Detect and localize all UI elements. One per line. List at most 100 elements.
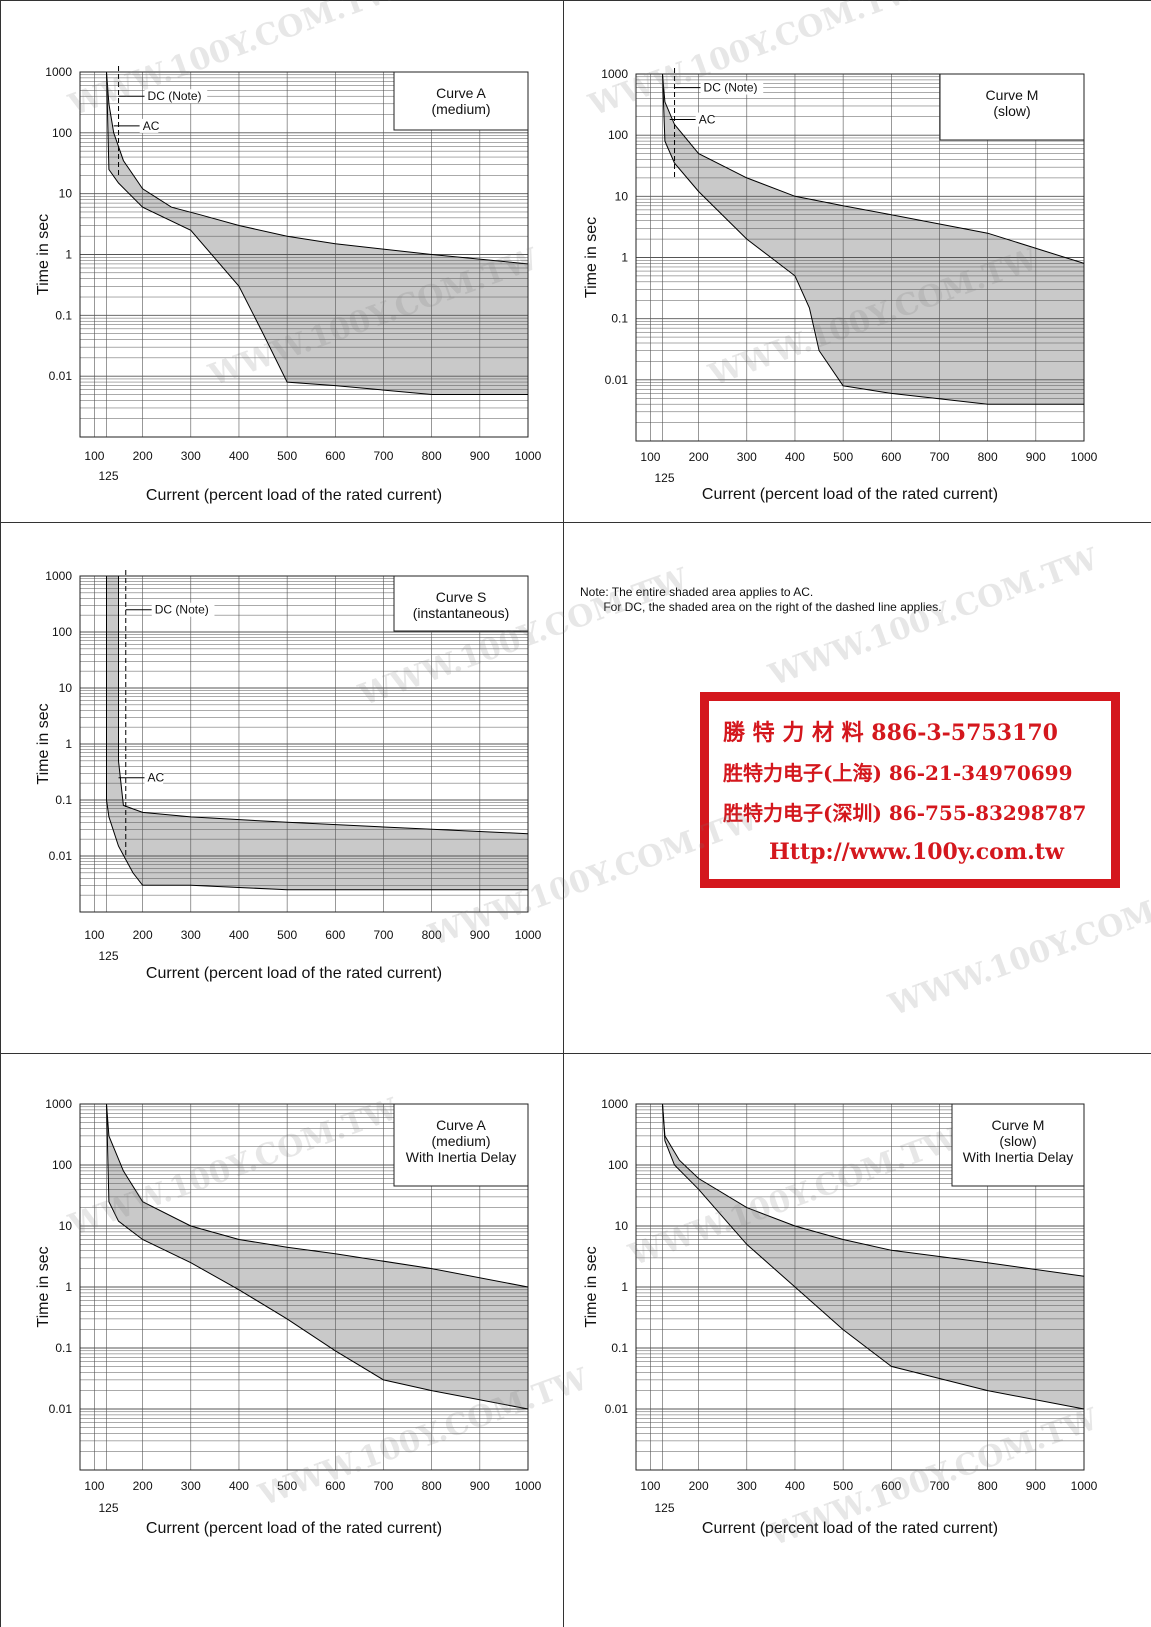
y-axis-label: Time in sec — [35, 1246, 52, 1327]
x-tick-label: 600 — [325, 1479, 345, 1493]
y-tick-label: 0.1 — [55, 793, 72, 807]
x-tick-label: 500 — [833, 450, 853, 464]
curve-title: Curve S — [436, 589, 487, 605]
y-tick-label: 0.01 — [49, 849, 73, 863]
lower-curve-line — [106, 71, 528, 395]
curve-title-box — [393, 71, 529, 131]
outer-border-top — [0, 0, 1151, 1]
x-tick-label: 100 — [640, 450, 660, 464]
x-tick-label: 100 — [640, 1479, 660, 1493]
curve-title: Curve A — [436, 1117, 486, 1133]
x-tick-label: 800 — [422, 928, 442, 942]
y-axis-label: Time in sec — [583, 217, 600, 298]
curve-title-box — [393, 575, 529, 632]
chart-curve-a: DC (Note) AC Curve A(medium) 1000 100 10 1 0.1 0… — [35, 65, 542, 504]
y-tick-label: 10 — [59, 187, 73, 201]
x-axis-label: Current (percent load of the rated curre… — [146, 487, 442, 504]
trip-band-area — [106, 1104, 528, 1409]
y-tick-label: 0.01 — [49, 369, 73, 383]
annotation-bg — [144, 89, 208, 104]
y-tick-label: 1000 — [601, 67, 628, 81]
dc-note-label: DC (Note) — [148, 89, 202, 103]
lower-curve-line — [106, 576, 528, 891]
upper-curve-line — [118, 576, 529, 835]
y-tick-label: 100 — [52, 126, 72, 140]
y-tick-label: 1000 — [45, 1097, 72, 1111]
x-tick-label: 125 — [98, 1501, 118, 1515]
plot-frame — [79, 575, 529, 913]
chart-curve-a-inertia: Curve A(medium)With Inertia Delay1000100… — [35, 1097, 542, 1537]
plot-area: DC (Note) AC Curve A(medium) 1000 100 10 1 0.1 0… — [35, 65, 542, 504]
x-tick-label: 600 — [881, 1479, 901, 1493]
upper-curve-line — [106, 71, 529, 265]
y-tick-label: 10 — [59, 681, 73, 695]
x-tick-label: 900 — [470, 449, 490, 463]
x-axis-label: Current (percent load of the rated curre… — [146, 965, 442, 982]
plot-frame — [635, 1103, 1085, 1471]
y-axis-label: Time in sec — [583, 1246, 600, 1327]
x-tick-label: 300 — [737, 450, 757, 464]
x-tick-label: 100 — [84, 928, 104, 942]
curve-subtitle: (instantaneous) — [413, 605, 510, 621]
curve-subtitle: (medium) — [431, 101, 490, 117]
dc-note-label: DC (Note) — [704, 81, 758, 95]
x-tick-label: 200 — [689, 1479, 709, 1493]
x-axis-label: Current (percent load of the rated curre… — [702, 486, 998, 503]
annotation-bg — [695, 112, 715, 127]
y-tick-label: 0.1 — [55, 1341, 72, 1355]
x-tick-label: 900 — [470, 928, 490, 942]
x-tick-label: 125 — [654, 1501, 674, 1515]
x-tick-label: 400 — [785, 1479, 805, 1493]
y-tick-label: 1000 — [601, 1097, 628, 1111]
y-tick-label: 0.1 — [611, 1341, 628, 1355]
curve-subtitle: With Inertia Delay — [963, 1149, 1073, 1165]
y-tick-label: 1 — [65, 1280, 72, 1294]
x-tick-label: 125 — [98, 469, 118, 483]
y-tick-label: 1 — [621, 251, 628, 265]
lower-curve-line — [106, 1103, 529, 1410]
x-tick-label: 800 — [978, 1479, 998, 1493]
curve-title: Curve A — [436, 85, 486, 101]
curve-title-box — [951, 1103, 1085, 1187]
x-tick-label: 700 — [929, 1479, 949, 1493]
y-tick-label: 10 — [615, 1219, 629, 1233]
trip-band-area — [662, 1104, 1084, 1409]
stamp-line-1: 勝 特 力 材 料 886-3-5753170 — [723, 720, 1058, 746]
x-tick-label: 700 — [373, 449, 393, 463]
y-tick-label: 0.1 — [55, 308, 72, 322]
y-tick-label: 0.01 — [605, 373, 629, 387]
annotation-bg — [151, 602, 215, 617]
x-tick-label: 300 — [181, 928, 201, 942]
x-tick-label: 1000 — [1071, 1479, 1098, 1493]
y-tick-label: 1 — [621, 1280, 628, 1294]
note-line-2: For DC, the shaded area on the right of … — [580, 600, 942, 614]
plot-area: DC (Note) AC Curve M(slow) 1000 100 10 1 0.1 0.0… — [583, 67, 1098, 503]
lower-curve-line — [662, 1103, 1085, 1410]
y-tick-label: 100 — [608, 1158, 628, 1172]
x-tick-label: 800 — [422, 1479, 442, 1493]
x-tick-label: 1000 — [1071, 450, 1098, 464]
x-tick-label: 400 — [785, 450, 805, 464]
annotation-bg — [144, 770, 164, 785]
x-tick-label: 800 — [422, 449, 442, 463]
ac-label: AC — [148, 771, 165, 785]
y-tick-label: 1 — [65, 737, 72, 751]
curve-title: Curve M — [986, 87, 1039, 103]
x-tick-label: 300 — [181, 449, 201, 463]
watermark: WWW.100Y.COM.TW — [884, 871, 1151, 1024]
watermark: WWW.100Y.COM.TW — [764, 541, 1103, 694]
y-tick-label: 100 — [608, 128, 628, 142]
x-tick-label: 500 — [833, 1479, 853, 1493]
plot-area: Curve A(medium)With Inertia Delay1000100… — [35, 1097, 542, 1537]
x-tick-label: 400 — [229, 928, 249, 942]
x-tick-label: 700 — [373, 1479, 393, 1493]
x-tick-label: 300 — [181, 1479, 201, 1493]
stamp-line-2: 胜特力电子(上海) 86-21-34970699 — [723, 761, 1073, 785]
x-tick-label: 600 — [325, 928, 345, 942]
x-tick-label: 500 — [277, 928, 297, 942]
upper-curve-line — [662, 73, 1085, 264]
x-tick-label: 900 — [1026, 1479, 1046, 1493]
x-tick-label: 700 — [373, 928, 393, 942]
annotation-bg — [700, 80, 764, 95]
